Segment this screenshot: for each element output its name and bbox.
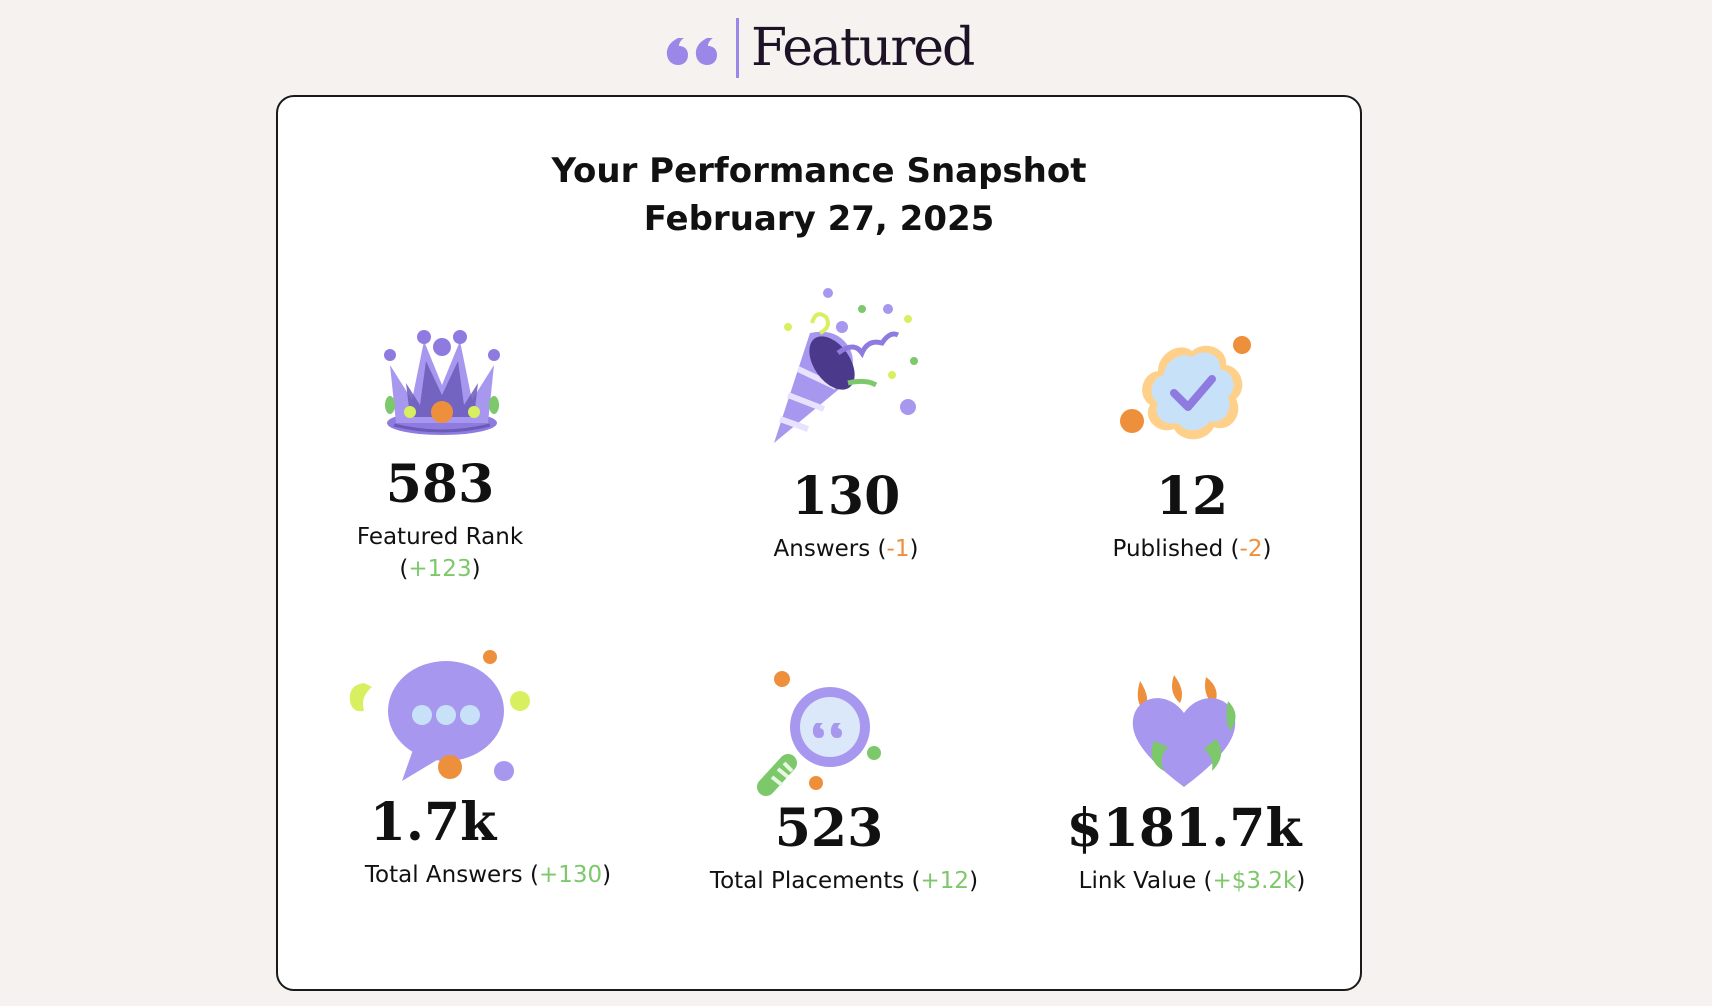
snapshot-title-text: Your Performance Snapshot xyxy=(551,151,1087,191)
stat-value: $181.7k xyxy=(1066,798,1302,859)
stat-change: -1 xyxy=(886,536,910,562)
stat-label-text: Featured Rank xyxy=(356,524,524,550)
stat-featured-rank: 583 Featured Rank (+123) xyxy=(332,459,548,585)
stat-label: Answers (-1) xyxy=(773,536,919,562)
stat-label-text: Total Answers xyxy=(364,862,523,888)
flaming-heart-icon xyxy=(1132,675,1236,787)
stat-change: +$3.2k xyxy=(1212,868,1297,894)
stat-total-answers: 1.7k Total Answers (+130) xyxy=(318,797,658,891)
stat-value: 130 xyxy=(791,466,901,527)
snapshot-title: Your Performance Snapshot February 27, 2… xyxy=(278,147,1360,243)
stat-label: Total Answers (+130) xyxy=(364,862,612,888)
stat-change: +130 xyxy=(538,862,603,888)
stat-label: Total Placements (+12) xyxy=(709,868,979,894)
stat-value: 12 xyxy=(1155,466,1229,527)
crown-icon xyxy=(384,330,500,435)
stat-label-text: Total Placements xyxy=(709,868,905,894)
verified-badge-icon xyxy=(1120,336,1251,440)
stat-answers: 130 Answers (-1) xyxy=(708,471,984,565)
stat-change: -2 xyxy=(1239,536,1263,562)
stat-value: 1.7k xyxy=(369,792,497,853)
stat-label: Published (-2) xyxy=(1112,536,1272,562)
stat-published: 12 Published (-2) xyxy=(1054,471,1330,565)
stat-total-placements: 523 Total Placements (+12) xyxy=(674,803,1014,897)
stat-change: +12 xyxy=(920,868,970,894)
stat-link-value: $181.7k Link Value (+$3.2k) xyxy=(1022,803,1362,897)
stat-value: 523 xyxy=(774,798,884,859)
quote-icon xyxy=(666,38,717,65)
magnifier-icon xyxy=(757,671,881,796)
stat-label: Link Value (+$3.2k) xyxy=(1078,868,1306,894)
stat-label-text: Published xyxy=(1112,536,1224,562)
snapshot-card: Your Performance Snapshot February 27, 2… xyxy=(276,95,1362,991)
stat-label-text: Answers xyxy=(773,536,871,562)
stat-label: Featured Rank (+123) xyxy=(356,524,524,582)
stat-change: +123 xyxy=(408,556,472,582)
stat-value: 583 xyxy=(385,454,495,515)
brand-logo: Featured xyxy=(664,16,975,80)
stat-label-text: Link Value xyxy=(1078,868,1197,894)
snapshot-date: February 27, 2025 xyxy=(643,199,995,239)
logo-divider xyxy=(736,18,739,78)
speech-bubble-icon xyxy=(349,650,530,781)
brand-name: Featured xyxy=(751,18,975,78)
party-popper-icon xyxy=(774,288,918,443)
